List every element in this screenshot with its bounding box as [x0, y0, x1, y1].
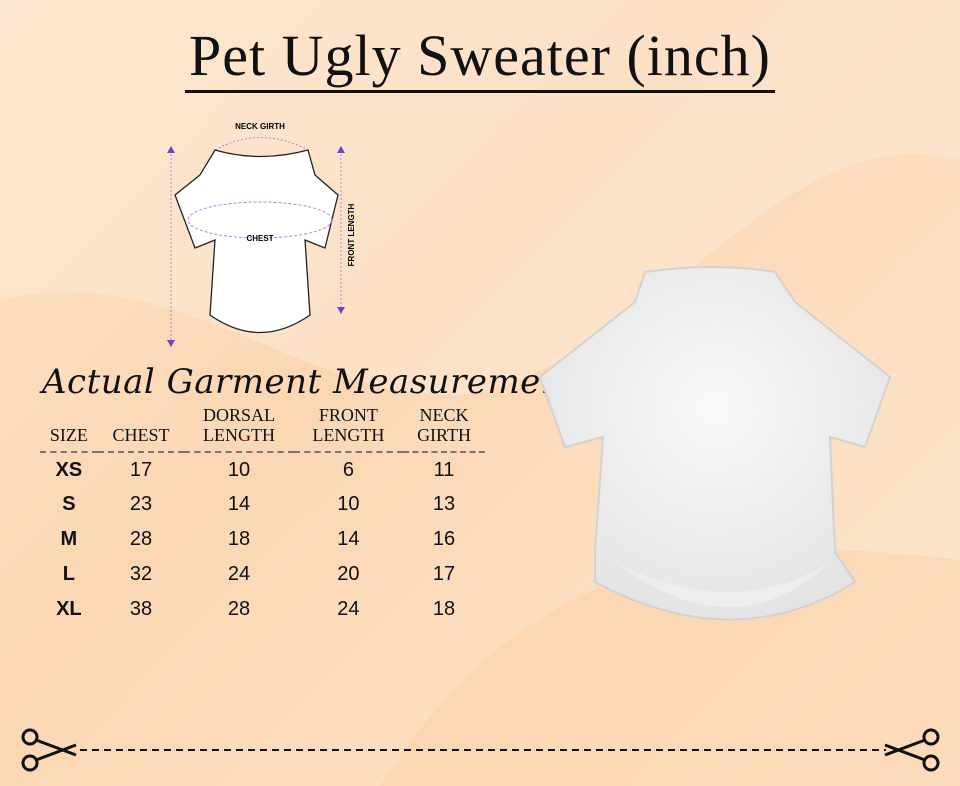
neck-girth-label: NECK GIRTH — [235, 122, 285, 131]
header-text: CHEST — [112, 425, 170, 445]
value-cell: 18 — [432, 598, 456, 620]
header-text: DORSAL — [203, 405, 276, 425]
header-text: LENGTH — [312, 425, 385, 445]
value-cell: 20 — [337, 563, 360, 585]
table-row: XS 17 10 6 11 — [40, 452, 485, 487]
size-table: SIZE CHEST DORSAL LENGTH FRONT LENGTH NECK GIRT… — [40, 405, 485, 627]
page-title: Pet Ugly Sweater (inch) — [189, 23, 771, 88]
value-cell: 24 — [227, 563, 251, 585]
value-cell: 23 — [129, 493, 153, 515]
table-row: XL 38 28 24 18 — [40, 592, 485, 627]
sweater-diagram: NECK GIRTH CHEST FRONT LENGTH — [167, 122, 356, 347]
size-cell: M — [60, 528, 78, 550]
header-text: LENGTH — [203, 425, 276, 445]
column-header: FRONT LENGTH — [293, 405, 404, 453]
table-row: M 28 18 14 16 — [40, 522, 485, 557]
size-cell: XL — [56, 598, 82, 620]
header-text: SIZE — [49, 425, 88, 445]
size-cell: L — [62, 563, 75, 585]
column-header: NECK GIRTH — [403, 405, 485, 453]
size-cell: S — [62, 493, 76, 515]
table-row: S 23 14 10 13 — [40, 487, 485, 522]
sweater-photo — [538, 266, 892, 621]
value-cell: 38 — [129, 598, 153, 620]
header-text: FRONT — [318, 405, 378, 425]
measurements-subtitle: Actual Garment Measurements — [42, 362, 596, 402]
value-cell: 10 — [227, 458, 251, 481]
scissors-icon — [21, 728, 77, 772]
value-cell: 32 — [129, 563, 153, 585]
front-length-label: FRONT LENGTH — [347, 203, 356, 266]
header-text: NECK — [419, 405, 469, 425]
scissors-icon — [884, 728, 940, 772]
value-cell: 24 — [337, 598, 360, 620]
value-cell: 28 — [227, 598, 251, 620]
value-cell: 14 — [227, 493, 251, 515]
cut-line — [21, 728, 940, 772]
title-underline — [185, 90, 775, 93]
value-cell: 16 — [432, 528, 456, 550]
value-cell: 11 — [433, 458, 455, 481]
value-cell: 10 — [337, 493, 360, 515]
value-cell: 13 — [432, 493, 456, 515]
value-cell: 18 — [227, 528, 251, 550]
value-cell: 14 — [337, 528, 360, 550]
header-text: GIRTH — [417, 425, 471, 445]
table-row: L 32 24 20 17 — [40, 557, 485, 592]
value-cell: 28 — [129, 528, 153, 550]
column-header: CHEST — [97, 405, 185, 453]
value-cell: 17 — [129, 458, 153, 481]
column-header: SIZE — [40, 405, 98, 453]
size-cell: XS — [55, 458, 83, 481]
value-cell: 6 — [342, 458, 354, 481]
chest-label: CHEST — [246, 234, 273, 243]
value-cell: 17 — [432, 563, 456, 585]
column-header: DORSAL LENGTH — [184, 405, 294, 453]
